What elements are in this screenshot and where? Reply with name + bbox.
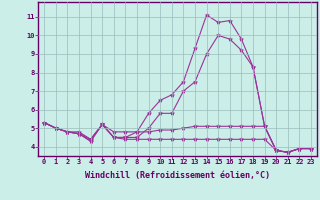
- X-axis label: Windchill (Refroidissement éolien,°C): Windchill (Refroidissement éolien,°C): [85, 171, 270, 180]
